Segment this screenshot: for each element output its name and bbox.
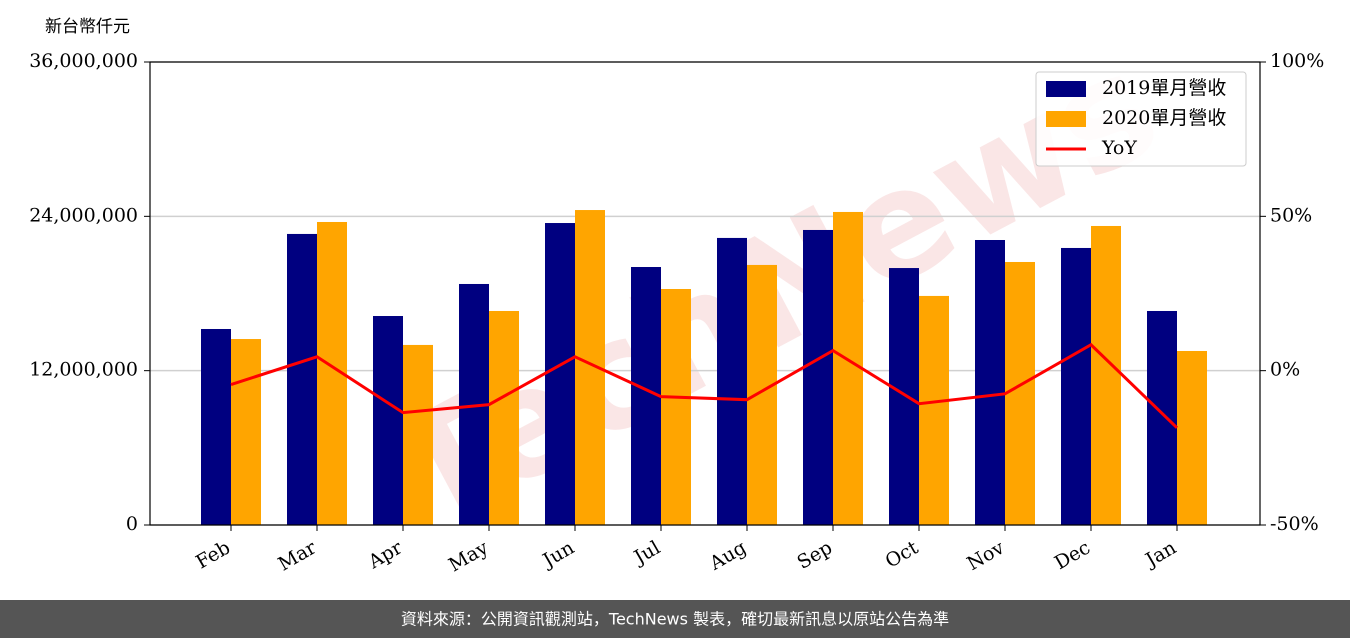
x-tick-label: Nov	[963, 536, 1008, 575]
y2-tick-label: -50%	[1270, 513, 1319, 535]
bar	[403, 344, 433, 525]
x-tick-label: Sep	[793, 537, 836, 574]
bar	[201, 328, 231, 525]
bar	[1061, 247, 1091, 525]
footer-text: 資料來源：公開資訊觀測站，TechNews 製表，確切最新訊息以原站公告為準	[401, 610, 949, 629]
x-tick-label: Jun	[537, 537, 578, 573]
y-tick-label: 0	[126, 513, 138, 535]
x-tick-label: Mar	[274, 536, 320, 575]
footer-bar	[0, 600, 1350, 638]
legend-swatch	[1046, 111, 1086, 127]
x-tick-label: Dec	[1051, 537, 1094, 575]
bar	[545, 223, 575, 525]
legend-label: 2019單月營收	[1102, 77, 1226, 99]
x-tick-label: Jan	[1140, 537, 1180, 573]
bar	[889, 268, 919, 525]
y-tick-label: 12,000,000	[29, 359, 138, 381]
y-axis-label: 新台幣仟元	[45, 17, 130, 37]
x-tick-label: Jul	[629, 537, 664, 570]
legend-label: YoY	[1101, 137, 1137, 159]
legend-box	[1035, 71, 1247, 167]
y-tick-label: 24,000,000	[29, 204, 138, 226]
bar	[747, 264, 777, 525]
bar	[231, 339, 261, 525]
x-tick-label: Feb	[192, 537, 234, 574]
legend-label: 2020單月營收	[1102, 107, 1226, 129]
bar	[803, 229, 833, 525]
plot-frame	[149, 61, 1261, 526]
bar	[1147, 310, 1177, 525]
bar	[373, 316, 403, 525]
x-tick-label: Oct	[882, 536, 923, 572]
bar	[661, 288, 691, 525]
y2-tick-label: 0%	[1270, 359, 1300, 381]
y2-tick-label: 50%	[1270, 204, 1312, 226]
x-tick-label: Apr	[364, 536, 407, 573]
bar	[1177, 350, 1207, 525]
y2-tick-label: 100%	[1270, 50, 1324, 72]
y-tick-label: 36,000,000	[29, 50, 138, 72]
bar	[717, 237, 747, 525]
bar	[919, 295, 949, 525]
bar	[631, 267, 661, 525]
bar	[489, 310, 519, 525]
bar	[1005, 261, 1035, 525]
yoy-line	[230, 342, 1179, 429]
x-tick-label: Aug	[705, 537, 750, 576]
bar	[1091, 225, 1121, 525]
bar	[833, 211, 863, 525]
bar	[287, 233, 317, 525]
legend-swatch	[1046, 81, 1086, 97]
bar	[975, 239, 1005, 525]
